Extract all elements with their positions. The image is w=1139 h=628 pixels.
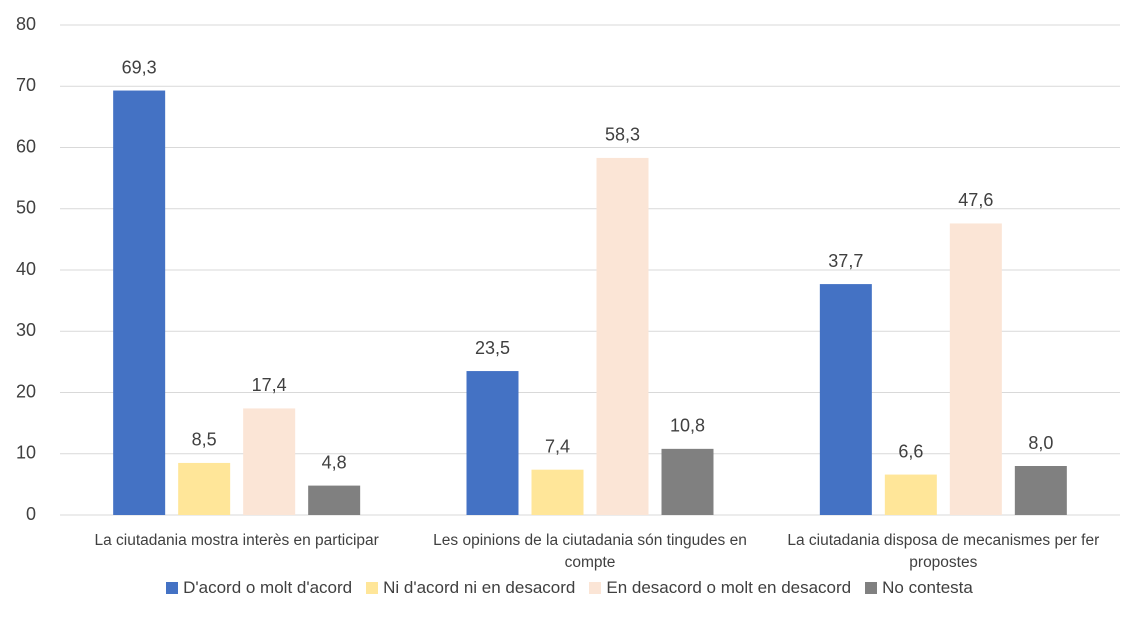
data-label: 69,3 bbox=[122, 57, 157, 77]
bar bbox=[949, 223, 1002, 515]
y-tick-label: 20 bbox=[16, 381, 36, 401]
legend-label: No contesta bbox=[882, 578, 973, 597]
legend: D'acord o molt d'acord Ni d'acord ni en d… bbox=[0, 578, 1139, 598]
legend-item: Ni d'acord ni en desacord bbox=[366, 578, 575, 598]
legend-label: En desacord o molt en desacord bbox=[606, 578, 852, 597]
data-label: 10,8 bbox=[670, 416, 705, 436]
bar bbox=[308, 485, 361, 515]
bar bbox=[243, 408, 296, 515]
data-label: 23,5 bbox=[475, 338, 510, 358]
legend-label: Ni d'acord ni en desacord bbox=[383, 578, 576, 597]
legend-item: En desacord o molt en desacord bbox=[589, 578, 851, 598]
legend-swatch bbox=[166, 582, 179, 594]
y-tick-label: 80 bbox=[16, 14, 36, 34]
data-label: 47,6 bbox=[958, 190, 993, 210]
data-label: 37,7 bbox=[828, 251, 863, 271]
data-label: 8,5 bbox=[192, 430, 217, 450]
legend-swatch bbox=[366, 582, 379, 594]
bar bbox=[1014, 466, 1067, 515]
x-tick-label: La ciutadania mostra interès en particip… bbox=[94, 532, 379, 549]
bar bbox=[661, 448, 714, 515]
data-label: 7,4 bbox=[545, 436, 570, 456]
y-tick-label: 70 bbox=[16, 75, 36, 95]
bar bbox=[466, 371, 519, 515]
legend-swatch bbox=[589, 582, 602, 594]
y-tick-label: 10 bbox=[16, 443, 36, 463]
data-label: 6,6 bbox=[898, 441, 923, 461]
x-tick-label: La ciutadania disposa de mecanismes per … bbox=[787, 532, 1100, 571]
y-tick-label: 40 bbox=[16, 259, 36, 279]
y-tick-label: 30 bbox=[16, 320, 36, 340]
bar bbox=[819, 284, 872, 515]
bar bbox=[113, 90, 166, 515]
x-tick-label: Les opinions de la ciutadania són tingud… bbox=[433, 532, 747, 571]
y-tick-label: 60 bbox=[16, 136, 36, 156]
data-label: 58,3 bbox=[605, 125, 640, 145]
bar bbox=[178, 462, 231, 515]
bar bbox=[596, 157, 649, 515]
legend-item: No contesta bbox=[865, 578, 973, 598]
data-label: 17,4 bbox=[252, 375, 287, 395]
bar bbox=[531, 469, 584, 515]
legend-label: D'acord o molt d'acord bbox=[183, 578, 353, 597]
legend-swatch bbox=[865, 582, 878, 594]
bar bbox=[884, 474, 937, 515]
y-tick-label: 50 bbox=[16, 198, 36, 218]
y-tick-label: 0 bbox=[26, 504, 36, 524]
data-label: 8,0 bbox=[1028, 433, 1053, 453]
legend-item: D'acord o molt d'acord bbox=[166, 578, 352, 598]
data-label: 4,8 bbox=[322, 452, 347, 472]
